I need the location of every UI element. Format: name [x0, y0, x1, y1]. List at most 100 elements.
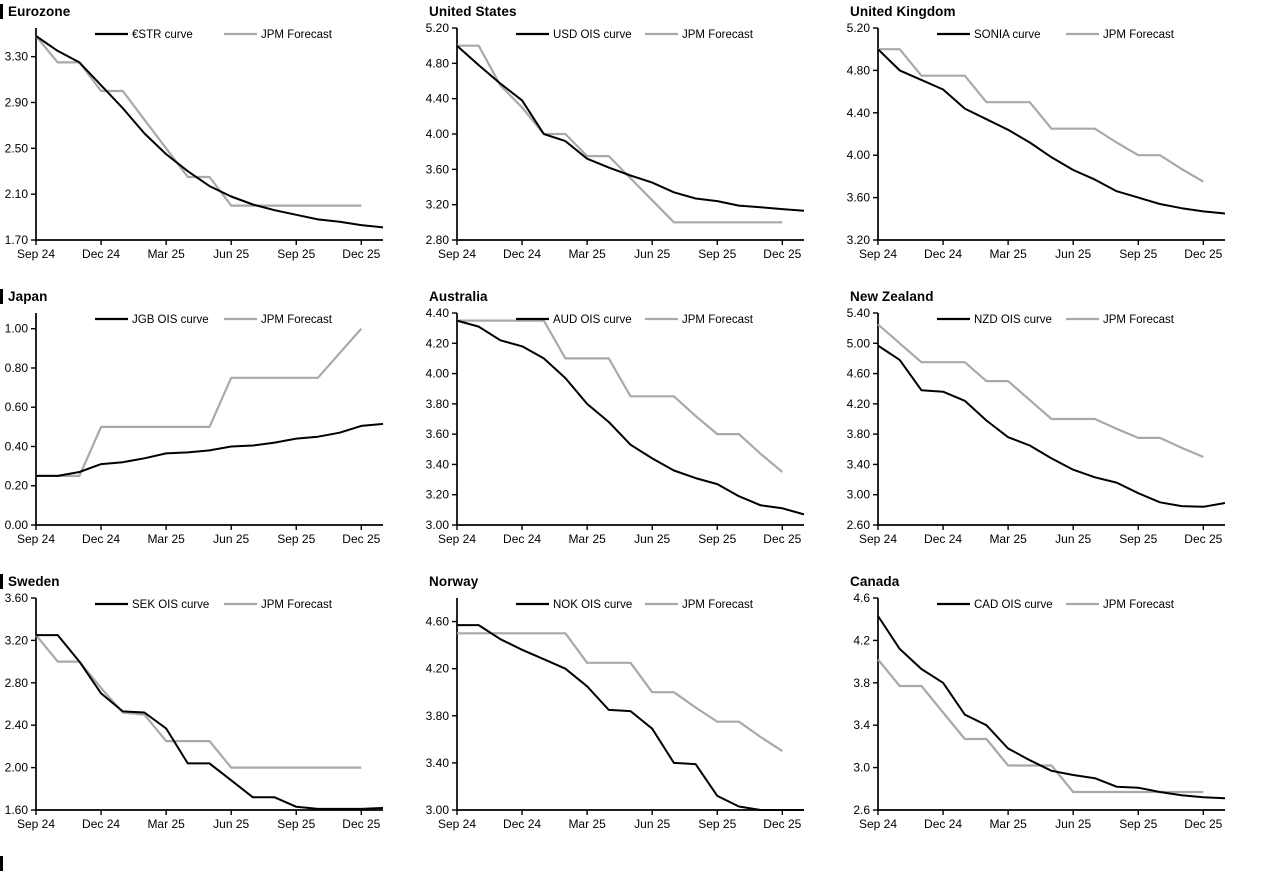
y-tick-label: 3.0: [853, 761, 870, 775]
y-tick-label: 2.6: [853, 803, 870, 817]
panel-title-row: Sweden: [0, 572, 421, 590]
x-tick-label: Sep 24: [859, 247, 897, 261]
y-tick-label: 4.80: [426, 56, 450, 70]
legend-label-curve: CAD OIS curve: [974, 599, 1053, 611]
y-tick-label: 4.00: [426, 367, 450, 381]
legend-label-forecast: JPM Forecast: [261, 599, 333, 611]
x-tick-label: Jun 25: [634, 532, 670, 546]
y-tick-label: 3.20: [847, 233, 871, 247]
panel-title-row: Norway: [421, 572, 842, 590]
series-line-forecast: [457, 44, 783, 224]
x-tick-label: Mar 25: [568, 247, 606, 261]
y-tick-label: 3.4: [853, 718, 870, 732]
series-line-forecast: [877, 658, 1204, 794]
y-tick-label: 3.80: [426, 397, 450, 411]
section-bar: [0, 3, 3, 19]
x-tick-label: Sep 25: [698, 532, 736, 546]
x-tick-label: Jun 25: [1055, 532, 1091, 546]
series-line-forecast: [877, 323, 1204, 458]
x-tick-label: Mar 25: [989, 817, 1027, 831]
y-tick-label: 2.80: [426, 233, 450, 247]
chart-panel-eurozone: Eurozone 1.70 2.10 2.50 2.90 3.30 Sep 24 Dec 2…: [0, 0, 421, 285]
united-states-rate-chart: 2.80 3.20 3.60 4.00 4.40 4.80 5.20 Sep 24 Dec 24…: [426, 21, 805, 261]
x-tick-label: Sep 24: [438, 817, 476, 831]
y-tick-label: 2.60: [847, 518, 871, 532]
series-line-curve: [457, 624, 804, 811]
x-tick-label: Sep 24: [17, 247, 55, 261]
series-line-curve: [877, 615, 1226, 800]
series-line-forecast: [457, 632, 783, 753]
y-tick-label: 4.2: [853, 633, 870, 647]
x-tick-label: Jun 25: [213, 817, 249, 831]
chart-panel-new-zealand: New Zealand 2.60 3.00 3.40 3.80 4.20 4.60 5.00…: [842, 285, 1264, 570]
x-tick-label: Dec 24: [924, 817, 962, 831]
section-bar: [0, 288, 3, 304]
x-tick-label: Dec 25: [342, 532, 380, 546]
panel-title-row: Canada: [842, 572, 1264, 590]
y-tick-label: 3.60: [426, 427, 450, 441]
x-tick-label: Dec 24: [503, 817, 541, 831]
x-tick-label: Dec 24: [924, 532, 962, 546]
x-tick-label: Dec 24: [503, 532, 541, 546]
series-line-curve: [877, 48, 1226, 215]
y-tick-label: 3.40: [426, 457, 450, 471]
y-tick-label: 1.70: [5, 233, 29, 247]
series-line-forecast: [878, 48, 1204, 183]
y-tick-label: 3.30: [5, 50, 29, 64]
series-line-curve: [36, 422, 384, 477]
y-tick-label: 2.80: [5, 676, 29, 690]
y-tick-label: 0.60: [5, 400, 29, 414]
canada-rate-chart: 2.6 3.0 3.4 3.8 4.2 4.6 Sep 24 Dec 24 Mar 25 Jun …: [853, 591, 1226, 831]
legend-label-forecast: JPM Forecast: [682, 29, 754, 41]
chart-panel-australia: Australia 3.00 3.20 3.40 3.60 3.80 4.00 4.20 4.…: [421, 285, 842, 570]
chart-panel-united-states: United States 2.80 3.20 3.60 4.00 4.40 4.80 5.…: [421, 0, 842, 285]
x-tick-label: Dec 25: [1184, 817, 1222, 831]
y-tick-label: 4.80: [847, 63, 871, 77]
y-tick-label: 3.00: [426, 803, 450, 817]
x-tick-label: Dec 25: [342, 817, 380, 831]
y-tick-label: 4.40: [847, 106, 871, 120]
legend-label-curve: SONIA curve: [974, 29, 1040, 41]
x-tick-label: Mar 25: [989, 532, 1027, 546]
series-line-curve: [36, 634, 384, 810]
series-line-curve: [456, 319, 805, 516]
series-line-forecast: [35, 634, 362, 769]
legend-label-curve: AUD OIS curve: [553, 314, 632, 326]
legend-label-forecast: JPM Forecast: [1103, 29, 1175, 41]
sweden-rate-chart: 1.60 2.00 2.40 2.80 3.20 3.60 Sep 24 Dec 24 Mar …: [5, 591, 384, 831]
y-tick-label: 2.90: [5, 95, 29, 109]
panel-title: United Kingdom: [850, 3, 956, 19]
y-tick-label: 3.40: [426, 756, 450, 770]
panel-title: Japan: [8, 288, 48, 304]
x-tick-label: Sep 24: [17, 532, 55, 546]
panel-title: New Zealand: [850, 288, 934, 304]
x-tick-label: Mar 25: [147, 532, 185, 546]
x-tick-label: Jun 25: [1055, 817, 1091, 831]
series-line-curve: [877, 344, 1226, 508]
legend-label-forecast: JPM Forecast: [682, 314, 754, 326]
chart-panel-united-kingdom: United Kingdom 3.20 3.60 4.00 4.40 4.80 5.20 S…: [842, 0, 1264, 285]
australia-rate-chart: 3.00 3.20 3.40 3.60 3.80 4.00 4.20 4.40 Sep 24 De…: [426, 306, 805, 546]
panel-title: Norway: [429, 573, 479, 589]
y-tick-label: 1.60: [5, 803, 29, 817]
x-tick-label: Sep 25: [277, 817, 315, 831]
y-tick-label: 3.80: [847, 427, 871, 441]
legend-label-curve: NZD OIS curve: [974, 314, 1052, 326]
y-tick-label: 3.00: [426, 518, 450, 532]
series-line-curve: [456, 44, 805, 212]
y-tick-label: 4.00: [426, 127, 450, 141]
x-tick-label: Sep 24: [17, 817, 55, 831]
x-tick-label: Sep 25: [1119, 247, 1157, 261]
x-tick-label: Mar 25: [568, 532, 606, 546]
x-tick-label: Mar 25: [147, 247, 185, 261]
y-tick-label: 2.00: [5, 761, 29, 775]
y-tick-label: 3.40: [847, 457, 871, 471]
x-tick-label: Sep 25: [277, 532, 315, 546]
legend-label-forecast: JPM Forecast: [682, 599, 754, 611]
y-tick-label: 4.20: [426, 662, 450, 676]
x-tick-label: Jun 25: [213, 247, 249, 261]
y-tick-label: 3.20: [5, 633, 29, 647]
x-tick-label: Dec 24: [82, 817, 120, 831]
y-tick-label: 4.60: [426, 615, 450, 629]
x-tick-label: Sep 24: [438, 532, 476, 546]
